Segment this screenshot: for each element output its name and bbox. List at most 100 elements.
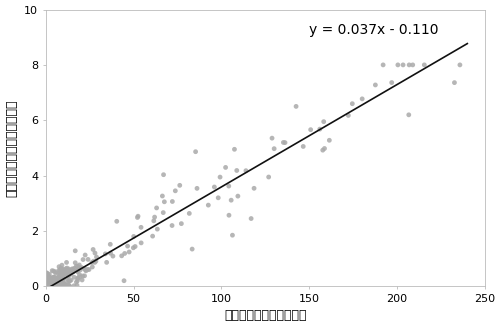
Point xyxy=(44,275,52,280)
Point xyxy=(56,273,64,278)
Point xyxy=(204,202,212,208)
Point xyxy=(57,268,65,273)
Point xyxy=(60,271,68,277)
Point xyxy=(56,282,64,287)
Point xyxy=(47,284,55,289)
Point xyxy=(47,284,55,289)
Point xyxy=(57,266,65,271)
Point xyxy=(151,215,159,220)
Point xyxy=(270,146,278,151)
Point xyxy=(85,267,93,272)
Point xyxy=(55,264,63,269)
Point xyxy=(59,276,67,281)
Point xyxy=(59,276,67,281)
Point xyxy=(44,281,52,286)
Point xyxy=(47,279,55,284)
Point xyxy=(52,280,60,286)
Point xyxy=(53,284,61,289)
Point xyxy=(58,283,66,288)
Point xyxy=(69,270,77,275)
Text: y = 0.037x - 0.110: y = 0.037x - 0.110 xyxy=(309,23,439,37)
Point xyxy=(57,273,65,278)
Point xyxy=(49,284,57,289)
Point xyxy=(47,284,55,289)
Point xyxy=(118,253,126,258)
Point xyxy=(130,234,138,239)
Point xyxy=(48,275,56,280)
Point xyxy=(59,284,67,289)
Point xyxy=(46,284,54,289)
Point xyxy=(399,62,407,68)
Point xyxy=(250,186,258,191)
Point xyxy=(55,267,63,273)
Point xyxy=(225,183,233,189)
Point xyxy=(67,271,75,276)
Point xyxy=(319,148,327,153)
Point xyxy=(125,249,133,255)
Point xyxy=(233,168,241,173)
Point xyxy=(88,264,96,270)
Point xyxy=(106,242,114,247)
Point xyxy=(66,284,74,289)
Point xyxy=(420,62,428,68)
Point xyxy=(76,274,84,279)
Point xyxy=(63,268,71,274)
Point xyxy=(43,284,51,289)
Point xyxy=(64,274,72,279)
Point xyxy=(45,284,53,289)
Point xyxy=(43,272,51,277)
Point xyxy=(48,282,56,287)
Point xyxy=(210,184,218,190)
Point xyxy=(42,284,50,289)
Point xyxy=(42,284,50,289)
Point xyxy=(47,284,55,289)
Point xyxy=(46,281,54,286)
Point xyxy=(48,282,56,288)
Point xyxy=(53,284,61,289)
Point xyxy=(51,281,59,286)
Point xyxy=(43,270,51,276)
Point xyxy=(43,271,51,276)
Point xyxy=(53,279,61,284)
Point xyxy=(44,284,52,289)
Point xyxy=(42,284,50,289)
Point xyxy=(58,268,66,273)
Point xyxy=(66,278,74,284)
Point xyxy=(61,284,69,289)
Point xyxy=(185,211,193,216)
Point xyxy=(74,269,82,275)
Point xyxy=(47,283,55,289)
Point xyxy=(46,272,54,277)
Point xyxy=(55,276,63,281)
Point xyxy=(176,183,184,188)
Point xyxy=(45,284,53,289)
Point xyxy=(74,275,82,280)
Point xyxy=(43,275,51,280)
Point xyxy=(49,284,57,289)
Point xyxy=(188,246,196,252)
Point xyxy=(65,278,73,284)
Point xyxy=(52,279,60,284)
Point xyxy=(57,269,65,275)
Point xyxy=(45,284,53,289)
Point xyxy=(101,251,109,256)
Point xyxy=(134,214,142,219)
Point xyxy=(54,279,62,284)
Point xyxy=(93,255,101,260)
Point xyxy=(59,284,67,289)
Point xyxy=(47,284,55,289)
Point xyxy=(137,240,145,245)
Point xyxy=(54,277,62,282)
Point xyxy=(60,269,68,275)
Point xyxy=(53,284,61,289)
Point xyxy=(45,284,53,289)
Point xyxy=(45,281,53,287)
Point xyxy=(388,80,396,85)
Point xyxy=(48,284,56,289)
Point xyxy=(69,267,77,272)
Point xyxy=(316,127,324,132)
Point xyxy=(62,272,70,277)
Point xyxy=(103,260,111,265)
Point xyxy=(65,268,73,273)
Point xyxy=(48,284,56,289)
